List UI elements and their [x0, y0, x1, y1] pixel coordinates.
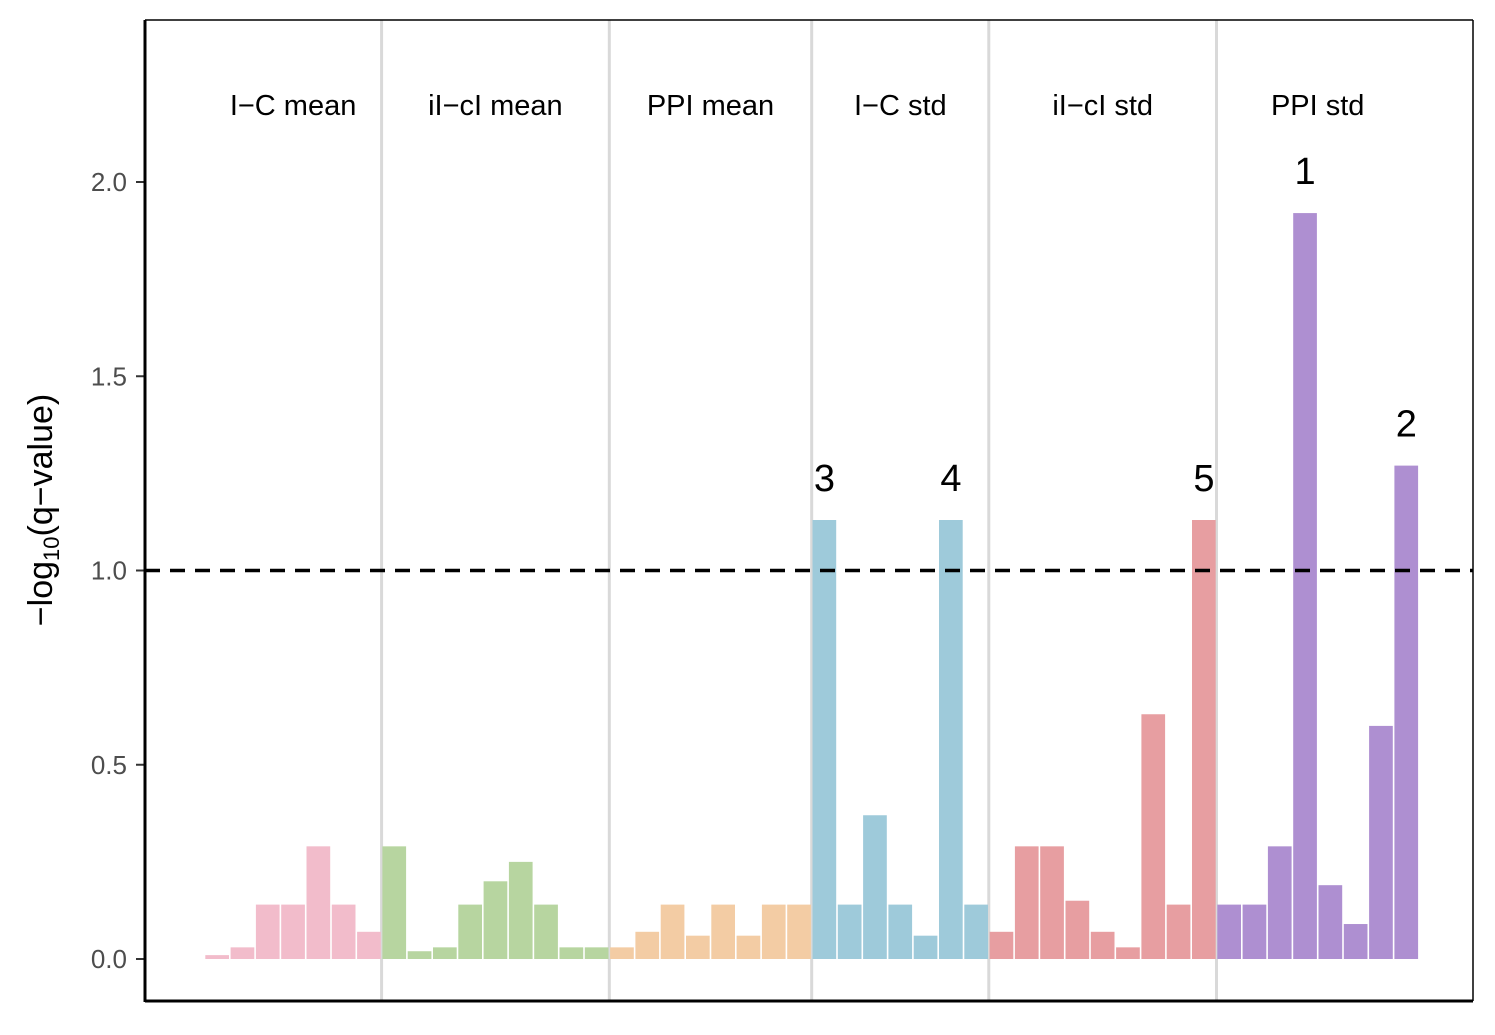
y-title-prefix: −log — [22, 561, 60, 626]
bar — [382, 846, 407, 959]
bar — [584, 947, 609, 959]
bar — [1090, 931, 1115, 959]
y-tick-label: 0.5 — [91, 750, 127, 780]
bar-annotation: 1 — [1295, 151, 1316, 193]
bar — [357, 931, 381, 959]
bars — [205, 213, 1419, 960]
bar — [433, 947, 457, 959]
bar — [913, 935, 938, 959]
bar — [888, 904, 913, 959]
bar-annotation: 2 — [1396, 404, 1417, 446]
y-title-suffix: (q−value) — [22, 394, 60, 537]
bar — [1141, 714, 1166, 959]
y-tick-label: 0.0 — [91, 944, 127, 974]
bar — [837, 904, 862, 959]
y-axis-title: −log10(q−value) — [22, 394, 64, 626]
bar — [1293, 213, 1317, 959]
bar — [1192, 520, 1216, 959]
group-label: PPI std — [1271, 90, 1365, 122]
bar — [230, 947, 255, 959]
y-axis: 0.0 0.5 1.0 1.5 2.0 — [91, 167, 145, 974]
group-label: I−C std — [854, 90, 947, 122]
bar — [1267, 846, 1292, 959]
bar — [736, 935, 761, 959]
bar — [458, 904, 482, 959]
bar — [306, 846, 331, 959]
bar — [964, 904, 988, 959]
bar — [812, 520, 837, 959]
bar — [1014, 846, 1039, 959]
bar — [761, 904, 786, 959]
group-label: iI−cI std — [1052, 90, 1153, 122]
bar — [787, 904, 811, 959]
y-title-subscript: 10 — [39, 536, 64, 560]
group-label: I−C mean — [230, 90, 357, 122]
bar — [711, 904, 735, 959]
bar — [331, 904, 356, 959]
bar — [686, 935, 710, 959]
bar — [1242, 904, 1267, 959]
bar — [635, 931, 660, 959]
bar — [1166, 904, 1191, 959]
y-tick-label: 2.0 — [91, 167, 127, 197]
bar — [939, 520, 963, 959]
group-labels: I−C mean iI−cI mean PPI mean I−C std iI−cI s… — [230, 90, 1365, 122]
bar — [610, 947, 634, 959]
bar — [1040, 846, 1064, 959]
group-label: PPI mean — [647, 90, 774, 122]
bar — [281, 904, 305, 959]
bar-annotations: 3 4 5 1 2 — [814, 151, 1417, 500]
bar-annotation: 5 — [1193, 458, 1214, 500]
bar — [483, 881, 508, 959]
bar — [1343, 924, 1368, 959]
bar — [534, 904, 558, 959]
bar — [863, 815, 887, 959]
y-tick-label: 1.5 — [91, 361, 127, 391]
bar — [1394, 465, 1419, 959]
bar — [1217, 904, 1241, 959]
bar — [255, 904, 280, 959]
bar — [989, 931, 1014, 959]
bar-annotation: 3 — [814, 458, 835, 500]
bar — [660, 904, 685, 959]
group-label: iI−cI mean — [428, 90, 563, 122]
bar — [508, 861, 533, 960]
bar — [1318, 885, 1343, 959]
bar — [1116, 947, 1140, 959]
bar — [407, 951, 432, 959]
bar — [1369, 725, 1393, 959]
y-tick-label: 1.0 — [91, 556, 127, 586]
group-separators — [380, 20, 1218, 1001]
bar — [205, 955, 229, 959]
bar — [559, 947, 584, 959]
bar — [1065, 900, 1090, 959]
bar-annotation: 4 — [940, 458, 961, 500]
